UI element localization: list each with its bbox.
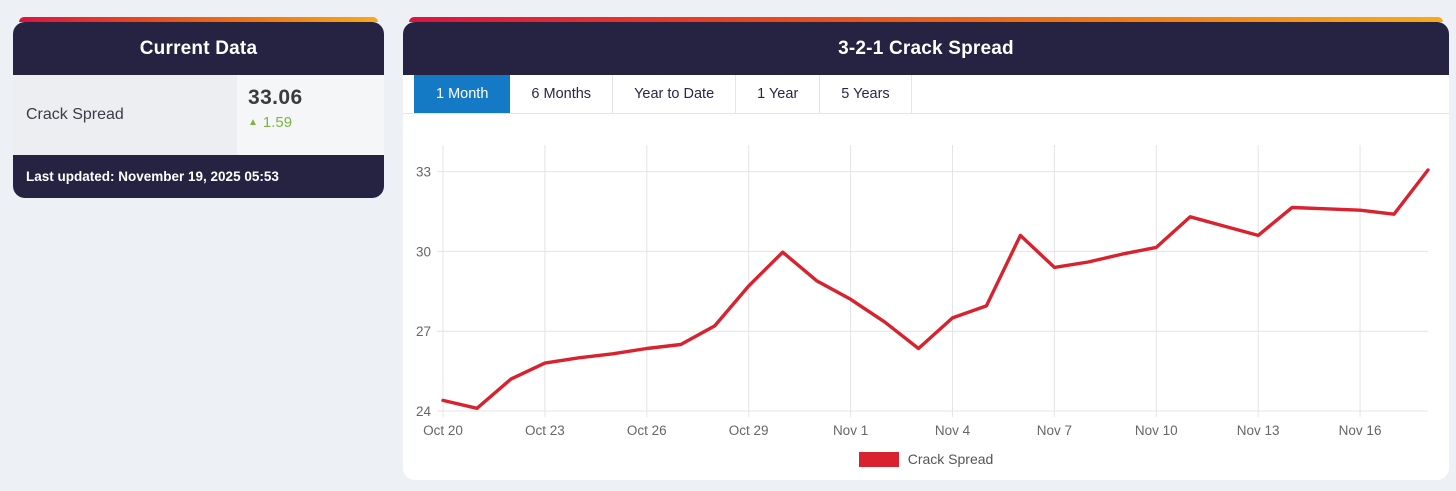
chart-legend: Crack Spread [403,451,1449,467]
svg-text:Oct 20: Oct 20 [423,423,463,438]
last-updated-text: Last updated: November 19, 2025 05:53 [26,169,279,184]
svg-text:Nov 10: Nov 10 [1135,423,1178,438]
current-data-header: Current Data [13,22,384,75]
metric-change: ▲ 1.59 [248,114,384,131]
svg-text:Nov 16: Nov 16 [1339,423,1382,438]
svg-text:24: 24 [416,404,432,419]
tab-6-months[interactable]: 6 Months [510,75,614,113]
metric-label-cell: Crack Spread [13,75,237,155]
last-updated-bar: Last updated: November 19, 2025 05:53 [13,155,384,198]
legend-swatch [858,451,899,467]
metric-change-value: 1.59 [262,114,293,131]
metric-label: Crack Spread [26,106,124,123]
metric-value-cell: 33.06 ▲ 1.59 [237,75,384,155]
svg-text:Oct 23: Oct 23 [525,423,565,438]
svg-text:Nov 4: Nov 4 [935,423,971,438]
svg-text:Nov 13: Nov 13 [1237,423,1280,438]
card-accent-bar [409,17,1443,22]
svg-text:33: 33 [416,165,431,180]
metric-row: Crack Spread 33.06 ▲ 1.59 [13,75,384,155]
svg-text:Nov 1: Nov 1 [833,423,868,438]
svg-text:Oct 29: Oct 29 [729,423,769,438]
tab-year-to-date[interactable]: Year to Date [613,75,737,113]
svg-text:27: 27 [416,324,431,339]
legend-label: Crack Spread [907,451,994,467]
svg-text:Oct 26: Oct 26 [627,423,667,438]
chart-card: 3-2-1 Crack Spread 1 Month 6 Months Year t… [403,17,1449,480]
up-arrow-icon: ▲ [248,116,258,128]
svg-text:Nov 7: Nov 7 [1037,423,1072,438]
card-accent-bar [19,17,378,22]
tab-bar: 1 Month 6 Months Year to Date 1 Year 5 Years [403,75,1449,114]
current-data-card: Current Data Crack Spread 33.06 ▲ 1.59 L… [13,17,384,198]
chart-area: 24 27 30 33 Oct 20 Oct 23 Oct 26 Oct 29 Nov 1 Nov… [403,114,1449,480]
chart-card-header: 3-2-1 Crack Spread [403,22,1449,75]
line-chart: 24 27 30 33 Oct 20 Oct 23 Oct 26 Oct 29 Nov 1 Nov… [416,145,1430,438]
tab-1-year[interactable]: 1 Year [736,75,821,113]
tab-1-month[interactable]: 1 Month [414,75,511,113]
svg-text:30: 30 [416,244,431,259]
metric-value: 33.06 [248,86,303,109]
chart-title: 3-2-1 Crack Spread [838,37,1014,59]
tab-5-years[interactable]: 5 Years [820,75,912,113]
current-data-title: Current Data [139,37,258,59]
